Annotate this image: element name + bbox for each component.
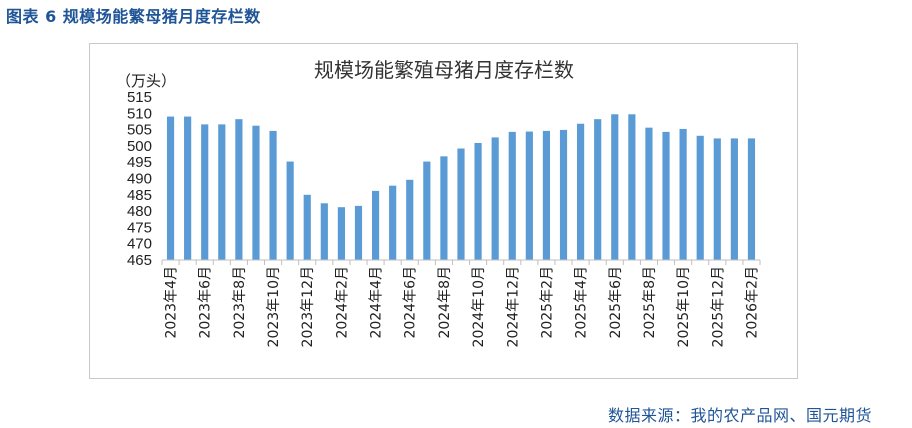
bar [320, 203, 328, 260]
bar [201, 124, 209, 260]
x-tick-label: 2025年12月 [710, 266, 726, 347]
x-tick-label: 2023年4月 [164, 266, 180, 339]
bar [166, 116, 175, 260]
x-tick-label: 2023年6月 [198, 266, 214, 339]
y-axis-unit-label: （万头） [116, 72, 176, 90]
bar [371, 190, 380, 260]
bar [628, 114, 636, 260]
bar [423, 161, 431, 260]
y-tick-label: 465 [127, 252, 152, 269]
y-tick-label: 515 [127, 89, 152, 106]
bar [406, 179, 414, 260]
bar [594, 119, 602, 260]
bar [696, 135, 704, 260]
x-tick-label: 2024年2月 [334, 266, 350, 339]
bar [474, 142, 482, 260]
x-tick-label: 2026年2月 [744, 266, 760, 339]
bar [218, 124, 226, 260]
x-tick-label: 2025年6月 [608, 266, 624, 339]
x-tick-label: 2024年12月 [505, 266, 521, 347]
chart-title: 规模场能繁殖母猪月度存栏数 [314, 58, 574, 82]
y-tick-label: 510 [127, 105, 152, 122]
y-tick-label: 470 [127, 236, 152, 253]
bar [730, 138, 738, 260]
bar [713, 138, 721, 260]
x-tick-label: 2023年10月 [266, 266, 282, 347]
bar [611, 114, 619, 260]
bar [559, 129, 568, 260]
bar [252, 125, 260, 260]
bar [235, 119, 243, 260]
y-tick-label: 475 [127, 219, 152, 236]
bar [440, 156, 448, 260]
bar [577, 123, 585, 261]
bar [525, 131, 533, 260]
figure-caption: 图表 6 规模场能繁母猪月度存栏数 [6, 7, 261, 26]
x-tick-label: 2025年8月 [642, 266, 658, 339]
bar [662, 131, 670, 260]
y-tick-label: 495 [127, 154, 152, 171]
bar [645, 127, 653, 260]
y-tick-label: 490 [127, 171, 152, 188]
x-tick-label: 2025年2月 [539, 266, 555, 339]
x-tick-label: 2024年10月 [471, 266, 487, 347]
x-tick-label: 2023年12月 [300, 266, 316, 347]
bar [184, 116, 192, 260]
x-tick-label: 2025年10月 [676, 266, 692, 347]
x-tick-label: 2023年8月 [232, 266, 248, 339]
bar [389, 185, 397, 260]
y-tick-label: 505 [127, 122, 152, 139]
x-tick-label: 2024年6月 [403, 266, 419, 339]
bar [508, 131, 516, 260]
source-note: 数据来源：我的农产品网、国元期货 [607, 406, 872, 425]
y-tick-label: 485 [127, 187, 152, 204]
bar [542, 130, 551, 260]
bar [354, 205, 363, 260]
y-tick-label: 480 [127, 203, 152, 220]
x-tick-label: 2024年8月 [437, 266, 453, 339]
x-tick-label: 2024年4月 [369, 266, 385, 339]
bar [269, 130, 277, 260]
bar [747, 138, 756, 260]
bar [457, 148, 465, 260]
y-tick-label: 500 [127, 138, 152, 155]
bar [679, 128, 687, 260]
x-tick-label: 2025年4月 [574, 266, 590, 339]
bar [303, 194, 311, 260]
bar [491, 137, 499, 260]
bar [337, 207, 345, 260]
bar [286, 161, 294, 260]
